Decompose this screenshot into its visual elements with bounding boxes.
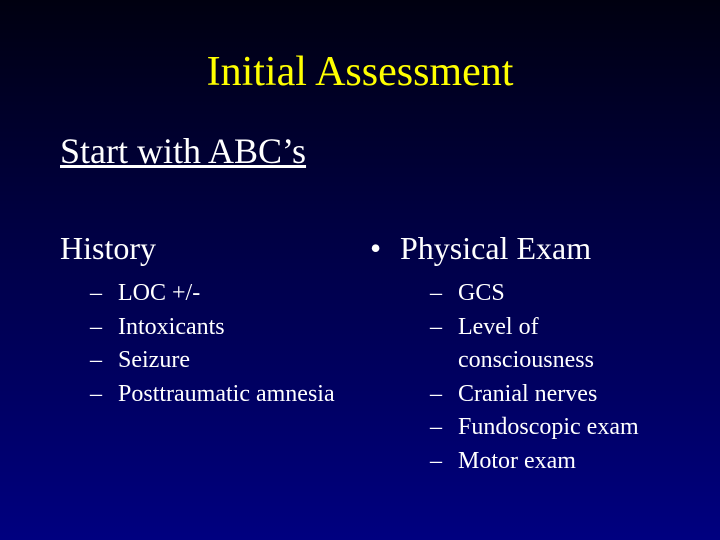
- dash-icon: –: [430, 445, 458, 479]
- list-item-label: LOC +/-: [118, 277, 200, 311]
- dash-icon: –: [430, 378, 458, 412]
- slide-title: Initial Assessment: [0, 48, 720, 96]
- list-item: – Intoxicants: [90, 311, 370, 345]
- list-item-label: Motor exam: [458, 445, 576, 479]
- list-item-label: Cranial nerves: [458, 378, 597, 412]
- list-item: – LOC +/-: [90, 277, 370, 311]
- dash-icon: –: [90, 344, 118, 378]
- content-columns: History – LOC +/- – Intoxicants – Seizur…: [60, 230, 680, 479]
- dash-icon: –: [90, 311, 118, 345]
- dash-icon: –: [430, 311, 458, 345]
- dash-icon: –: [430, 277, 458, 311]
- list-item-label: Level of consciousness: [458, 311, 680, 378]
- bullet-icon: •: [370, 230, 400, 267]
- right-column: • Physical Exam – GCS – Level of conscio…: [370, 230, 680, 479]
- list-item-label: GCS: [458, 277, 505, 311]
- list-item: – Fundoscopic exam: [430, 411, 680, 445]
- left-heading: History: [60, 230, 370, 267]
- dash-icon: –: [90, 277, 118, 311]
- list-item: – Seizure: [90, 344, 370, 378]
- list-item: – GCS: [430, 277, 680, 311]
- list-item: – Cranial nerves: [430, 378, 680, 412]
- dash-icon: –: [430, 411, 458, 445]
- slide-subtitle: Start with ABC’s: [60, 130, 306, 172]
- list-item: – Level of consciousness: [430, 311, 680, 378]
- list-item-label: Intoxicants: [118, 311, 225, 345]
- right-list: – GCS – Level of consciousness – Cranial…: [430, 277, 680, 479]
- list-item: – Motor exam: [430, 445, 680, 479]
- list-item-label: Fundoscopic exam: [458, 411, 639, 445]
- dash-icon: –: [90, 378, 118, 412]
- right-heading-row: • Physical Exam: [370, 230, 680, 267]
- left-column: History – LOC +/- – Intoxicants – Seizur…: [60, 230, 370, 479]
- left-list: – LOC +/- – Intoxicants – Seizure – Post…: [90, 277, 370, 411]
- list-item-label: Posttraumatic amnesia: [118, 378, 335, 412]
- right-heading: Physical Exam: [400, 230, 591, 267]
- list-item-label: Seizure: [118, 344, 190, 378]
- list-item: – Posttraumatic amnesia: [90, 378, 370, 412]
- slide: Initial Assessment Start with ABC’s Hist…: [0, 0, 720, 540]
